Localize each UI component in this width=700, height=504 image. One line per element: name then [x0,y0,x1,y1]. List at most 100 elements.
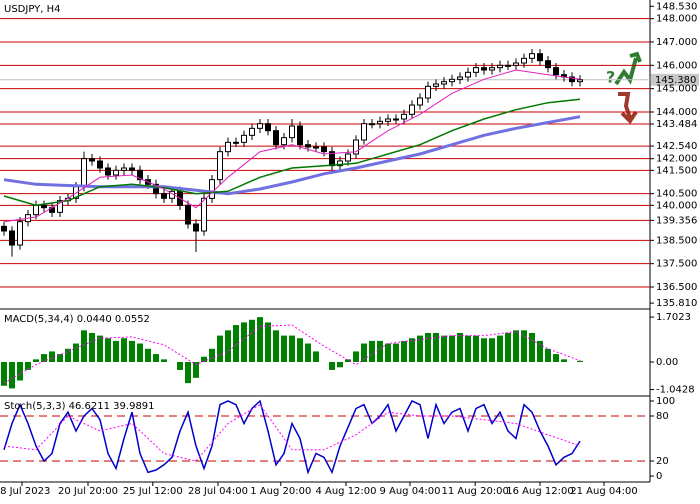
histogram-bar [41,354,47,363]
histogram-bar [297,338,303,363]
histogram-bar [1,362,7,386]
histogram-bar [521,330,527,363]
y-tick-label: 80 [656,411,669,422]
histogram-bar [193,362,199,378]
candle-body [449,78,455,83]
y-tick-label: 100 [656,396,675,407]
x-tick-label: 16 Aug 12:00 [506,486,573,497]
histogram-bar [241,322,247,363]
candle-body [457,76,463,80]
histogram-bar [385,343,391,363]
histogram-bar [249,319,255,363]
histogram-bar [225,330,231,363]
histogram-bar [265,322,271,363]
candle-body [33,204,39,216]
candle-body [361,123,367,141]
series-line [3,69,581,223]
candle-body [137,169,143,181]
x-tick-label: 4 Aug 12:00 [315,486,376,497]
candle-body [121,167,127,171]
candle-body [537,53,543,62]
y-tick-label: 140.000 [656,200,697,211]
panel-title: Stoch(5,3,3) 46.6211 39.9891 [4,401,155,412]
series-line [3,324,581,384]
histogram-bar [257,317,263,363]
candle-body [17,221,23,246]
candle-body [393,118,399,121]
histogram-bar [73,343,79,363]
histogram-bar [17,362,23,381]
y-tick-label: 138.500 [656,235,697,246]
up-arrow [614,51,642,86]
histogram-bar [425,332,431,363]
histogram-bar [449,335,455,363]
y-tick-label: 140.500 [656,189,697,200]
series-line [3,98,581,207]
y-tick-label: 141.500 [656,165,697,176]
y-tick-label: 143.484 [656,119,697,130]
histogram-bar [121,338,127,363]
x-tick-label: 1 Aug 20:00 [250,486,311,497]
histogram-bar [497,335,503,363]
candle-body [425,85,431,99]
candle-body [265,123,271,132]
candle-body [553,67,559,76]
candle-body [225,141,231,153]
histogram-bar [97,335,103,363]
histogram-bar [305,343,311,363]
candle-body [441,81,447,85]
histogram-bar [201,356,207,363]
histogram-bar [433,332,439,363]
y-tick-label: 145.000 [656,84,697,95]
y-tick-label: 142.000 [656,154,697,165]
candle-body [201,197,207,232]
histogram-bar [137,343,143,363]
candle-body [401,113,407,120]
histogram-bar [105,338,111,363]
histogram-bar [457,332,463,363]
x-tick-label: 28 Jul 04:00 [188,486,248,497]
histogram-bar [9,362,15,389]
histogram-bar [545,348,551,363]
y-tick-label: 146.000 [656,60,697,71]
y-tick-label: 137.500 [656,259,697,270]
histogram-bar [217,335,223,363]
histogram-bar [33,359,39,363]
candle-body [505,64,511,67]
candle-body [273,130,279,146]
histogram-bar [409,338,415,363]
histogram-bar [353,351,359,363]
histogram-bar [465,335,471,363]
x-tick-label: 21 Aug 04:00 [570,486,637,497]
current-price-box [651,73,699,86]
histogram-bar [329,362,335,370]
histogram-bar [81,330,87,363]
y-tick-label: 148.530 [656,1,697,12]
candle-body [433,83,439,87]
candle-body [281,137,287,146]
histogram-bar [369,340,375,363]
histogram-bar [89,332,95,363]
y-tick-label: 0 [656,471,662,482]
candle-body [1,225,7,232]
series-line [3,399,581,475]
y-tick-label: 135.810 [656,298,697,309]
candle-body [297,125,303,146]
candle-body [353,139,359,155]
candle-body [521,57,527,64]
histogram-bar [161,359,167,363]
histogram-bar [57,354,63,363]
x-tick-label: 11 Aug 20:00 [441,486,508,497]
candle-body [233,141,239,144]
candle-body [497,64,503,69]
y-tick-label: 1.7023 [656,312,691,323]
candle-body [305,144,311,148]
histogram-bar [49,351,55,363]
candle-body [545,60,551,69]
histogram-bar [537,340,543,363]
histogram-bar [289,335,295,363]
candle-body [529,53,535,59]
histogram-bar [393,343,399,363]
y-tick-label: 139.356 [656,215,697,226]
